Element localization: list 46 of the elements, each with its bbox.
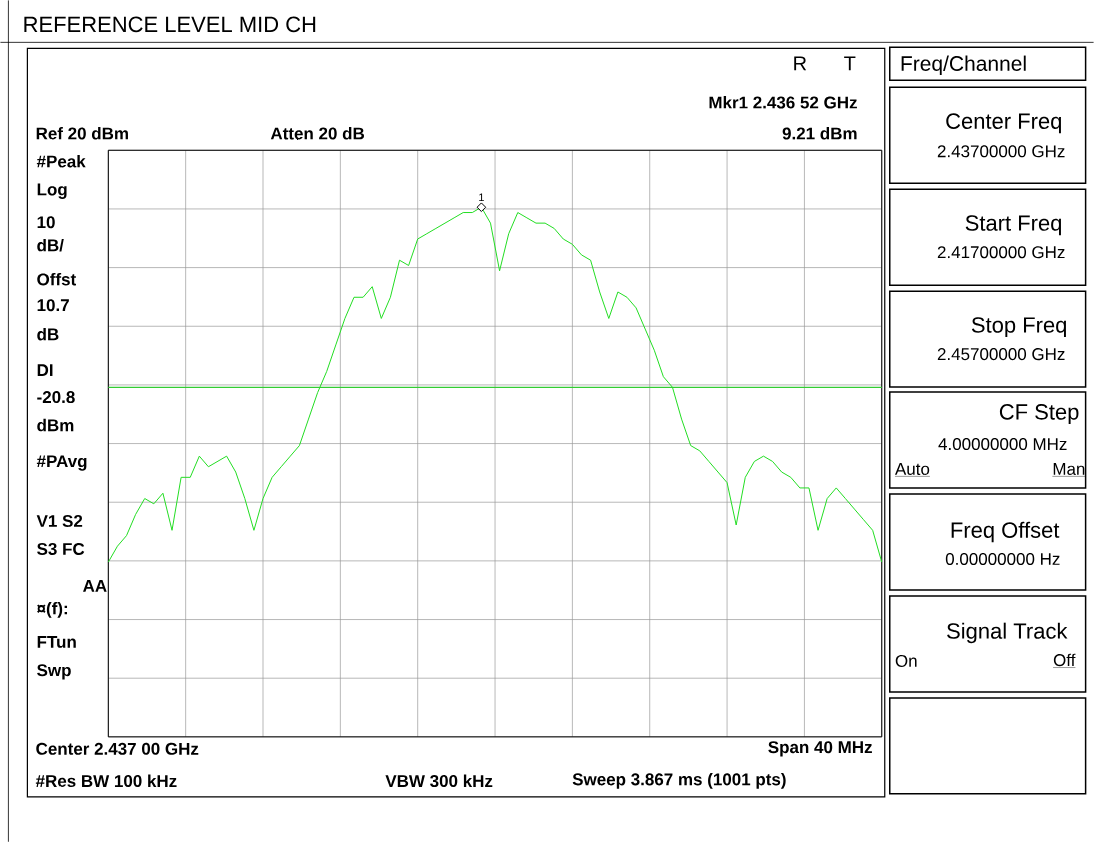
text: 2.41700000 GHz: [937, 246, 1065, 259]
text: Center Freq: [946, 113, 1061, 134]
text: Offst: [37, 272, 77, 286]
text: Start Freq: [965, 215, 1062, 236]
text: Atten 20 dB: [270, 126, 365, 140]
text: 0.00000000 Hz: [945, 552, 1060, 565]
text: S3 FC: [37, 542, 85, 555]
text: VBW 300 kHz: [385, 774, 493, 787]
text: R: [794, 56, 807, 71]
text: dBm: [37, 418, 74, 432]
text: #PAvg: [36, 455, 87, 471]
text: 10.7: [37, 299, 69, 312]
text: Stop Freq: [971, 317, 1067, 338]
text: Sweep 3.867 ms (1001 pts): [572, 772, 786, 789]
text: On: [895, 654, 917, 667]
text: T: [844, 56, 856, 71]
text: 9.21 dBm: [782, 126, 857, 140]
text: CF Step: [999, 404, 1079, 424]
chart-title: REFERENCE LEVEL MID CH: [24, 16, 316, 33]
text: 2.43700000 GHz: [937, 145, 1065, 158]
annotation: 1: [479, 193, 484, 201]
text: DI: [37, 364, 53, 376]
text: Signal Track: [947, 622, 1068, 644]
text: Ref 20 dBm: [36, 126, 128, 140]
text: Freq Offset: [951, 521, 1060, 543]
text: #Peak: [36, 154, 86, 168]
text: Freq/Channel: [901, 55, 1026, 76]
text: Man: [1053, 463, 1085, 475]
text: 2.45700000 GHz: [937, 348, 1065, 361]
text: FTun: [37, 635, 76, 648]
text: dB/: [37, 238, 64, 252]
text: V1 S2: [36, 514, 83, 527]
text: Auto: [894, 463, 930, 475]
text: Mkr1 2.436 52 GHz: [709, 95, 857, 109]
text: 10: [37, 216, 55, 229]
text: Log: [37, 183, 67, 199]
text: 4.00000000 MHz: [938, 437, 1067, 451]
text: Swp: [37, 664, 71, 680]
text: Span 40 MHz: [768, 741, 872, 757]
text: Off: [1053, 653, 1076, 667]
text: Center 2.437 00 GHz: [36, 742, 199, 755]
text: ¤(f):: [37, 601, 68, 618]
text: #Res BW 100 kHz: [35, 774, 177, 787]
text: dB: [37, 327, 59, 341]
text: -20.8: [37, 391, 75, 404]
text: AA: [83, 580, 107, 592]
